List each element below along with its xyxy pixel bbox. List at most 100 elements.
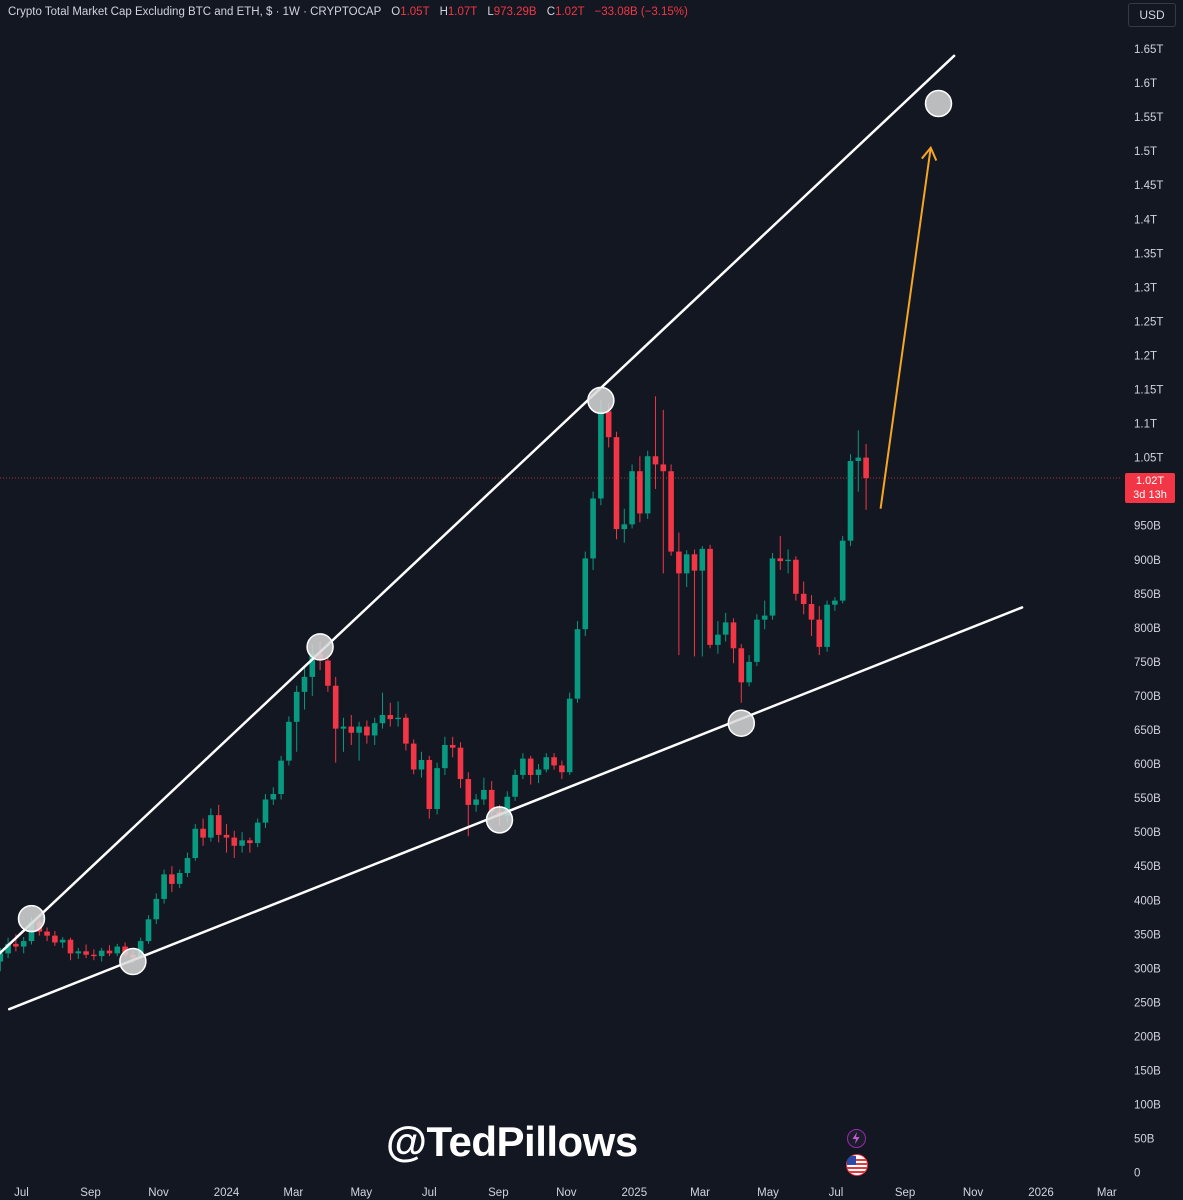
candle [114, 943, 121, 957]
candle-body [707, 548, 713, 645]
currency-button[interactable]: USD [1128, 3, 1176, 27]
candle-body [5, 943, 11, 954]
candle-body [114, 946, 121, 954]
lightning-icon[interactable] [847, 1129, 866, 1148]
y-tick-label: 1.1T [1134, 419, 1157, 431]
candle [839, 535, 846, 604]
y-tick-label: 1.5T [1134, 146, 1157, 158]
candle [629, 464, 635, 529]
touch-point-marker [727, 709, 756, 737]
candle [777, 535, 784, 570]
candle [169, 866, 175, 893]
candle-body [559, 765, 565, 773]
candle [20, 937, 27, 954]
candle-body [629, 471, 635, 525]
candle-body [715, 634, 721, 645]
y-tick-label: 150B [1134, 1066, 1161, 1078]
candle-body [481, 789, 487, 800]
projection-arrow-head [921, 145, 938, 161]
candle-body [520, 758, 526, 775]
candle [769, 552, 776, 620]
candle [613, 431, 620, 540]
y-tick-label: 1.05T [1134, 453, 1163, 465]
us-flag-glyph [847, 1155, 867, 1175]
projection-arrow [879, 145, 938, 509]
candle-body [262, 799, 269, 823]
close-value: 1.02T [555, 6, 585, 18]
y-tick-label: 1.3T [1134, 282, 1157, 294]
candle-body [730, 622, 737, 649]
touch-point-marker [119, 947, 147, 976]
x-tick-label: Mar [283, 1187, 303, 1199]
candle [668, 464, 674, 556]
y-tick-label: 1.2T [1134, 350, 1157, 362]
candle-body [754, 619, 760, 662]
candle-body [644, 456, 651, 514]
candle [387, 702, 394, 727]
candle [176, 869, 183, 888]
high-value: 1.07T [447, 6, 478, 18]
candle-body [683, 554, 690, 574]
candle-body [652, 456, 659, 465]
candle [340, 717, 347, 752]
candle-body [637, 471, 643, 514]
candle [785, 549, 791, 574]
y-tick-label: 350B [1134, 929, 1161, 941]
candle-body [403, 717, 409, 744]
candle [598, 399, 604, 506]
candle [590, 491, 596, 570]
candle [192, 823, 199, 861]
candle-body [566, 698, 573, 773]
candle-body [254, 822, 261, 844]
y-tick-label: 250B [1134, 997, 1161, 1009]
candle [457, 742, 464, 788]
low-label: L [487, 6, 494, 18]
candle-body [442, 744, 448, 769]
candle [153, 893, 160, 925]
candle-body [153, 898, 160, 920]
y-tick-label: 950B [1134, 521, 1161, 533]
x-tick-label: Jul [829, 1187, 844, 1199]
candle [754, 614, 760, 666]
candle [403, 713, 409, 751]
candle-body [816, 619, 823, 647]
candle [535, 764, 542, 784]
open-value: 1.05T [400, 6, 430, 18]
candle [91, 949, 97, 961]
candle-body [52, 935, 58, 943]
candle-body [348, 726, 355, 733]
candle [356, 721, 362, 761]
candle-body [488, 789, 495, 812]
x-tick-label: 2024 [214, 1187, 240, 1199]
y-tick-label: 600B [1134, 759, 1161, 771]
candle-body [746, 661, 752, 683]
x-tick-label: Mar [690, 1187, 710, 1199]
candle-body [325, 660, 331, 686]
candle-body [465, 779, 472, 805]
y-tick-label: 1.55T [1134, 112, 1163, 124]
close-label: C [546, 6, 556, 18]
y-tick-label: 800B [1134, 623, 1161, 635]
candle [348, 715, 355, 745]
candle [512, 769, 518, 801]
y-tick-label: 100B [1134, 1100, 1161, 1112]
x-tick-label: Sep [80, 1187, 100, 1199]
us-flag-icon[interactable] [846, 1154, 868, 1176]
candle [418, 751, 425, 778]
candle-body [215, 815, 222, 835]
candle-body [395, 717, 401, 720]
candle-body [800, 593, 807, 605]
candle [426, 755, 433, 819]
candle-body [512, 774, 518, 797]
candle-body [286, 721, 292, 761]
candle-body [457, 747, 464, 780]
trendline-support [7, 606, 1024, 1011]
candle-body [832, 600, 838, 605]
candle [434, 762, 440, 815]
x-tick-label: Nov [963, 1187, 984, 1199]
candle-body [418, 759, 425, 770]
y-tick-label: 500B [1134, 827, 1161, 839]
change-value: −33.08B (−3.15%) [594, 6, 688, 18]
